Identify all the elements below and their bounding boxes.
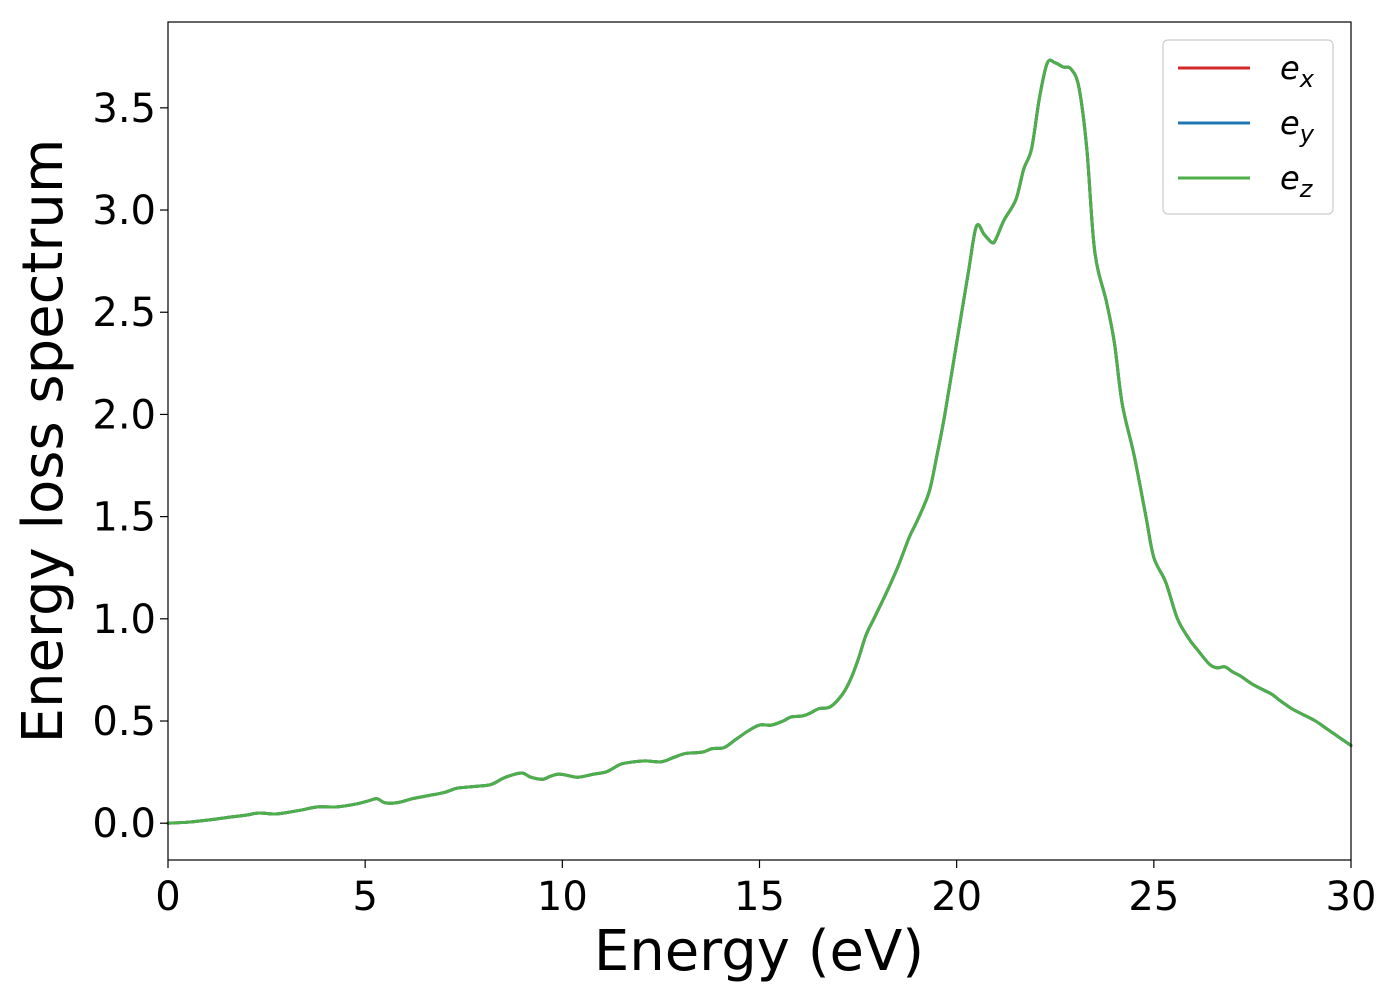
legend-box [1162, 39, 1334, 215]
y-axis: 0.0 0.5 1.0 1.5 2.0 2.5 3.0 3.5 [92, 86, 168, 847]
legend-label-e-x: ex [1280, 49, 1315, 93]
legend-label-e-y: ey [1280, 104, 1315, 148]
legend-label-e-z: ez [1280, 159, 1314, 203]
x-tick-label: 5 [352, 874, 377, 920]
x-tick-label: 10 [537, 874, 588, 920]
legend: ex ey ez [1162, 39, 1334, 215]
y-tick-label: 2.0 [92, 392, 156, 438]
y-tick-label: 0.5 [92, 699, 156, 745]
x-tick-label: 30 [1326, 874, 1377, 920]
x-tick-label: 25 [1128, 874, 1179, 920]
y-tick-label: 0.0 [92, 801, 156, 847]
y-axis-label: Energy loss spectrum [11, 139, 76, 744]
y-tick-label: 1.5 [92, 495, 156, 541]
y-tick-label: 1.0 [92, 597, 156, 643]
y-tick-label: 3.0 [92, 188, 156, 234]
x-axis: 0 5 10 15 20 25 30 [155, 860, 1376, 920]
x-tick-label: 20 [931, 874, 982, 920]
y-tick-label: 2.5 [92, 290, 156, 336]
x-tick-label: 0 [155, 874, 180, 920]
plot-lines [166, 58, 1353, 825]
series-line-e-z [166, 58, 1353, 825]
x-axis-label: Energy (eV) [594, 919, 924, 984]
x-tick-label: 15 [734, 874, 785, 920]
y-tick-label: 3.5 [92, 86, 156, 132]
